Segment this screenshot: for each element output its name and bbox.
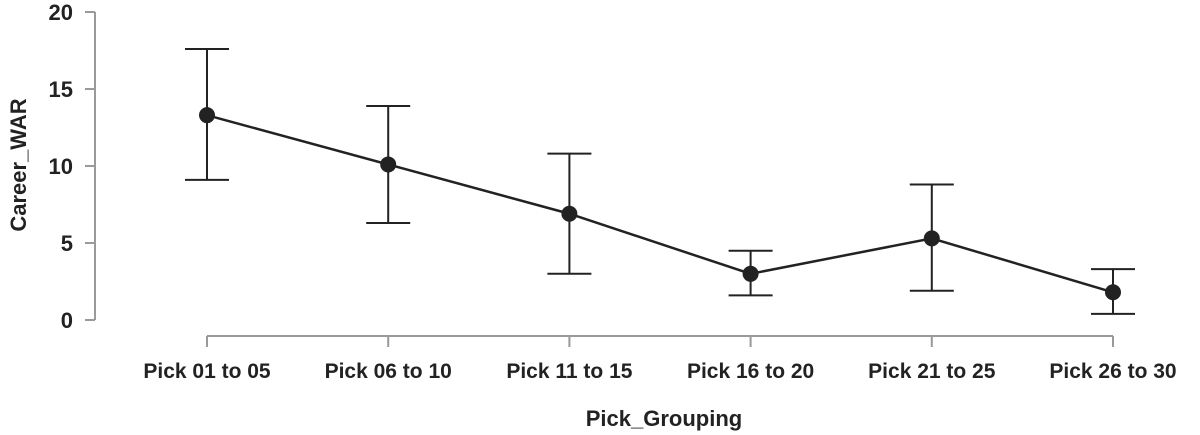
x-axis-title: Pick_Grouping xyxy=(586,406,742,431)
x-tick-label: Pick 01 to 05 xyxy=(143,360,271,383)
y-tick-label: 5 xyxy=(61,231,73,256)
data-point xyxy=(923,230,940,247)
data-point xyxy=(1105,284,1121,301)
x-tick-label: Pick 26 to 30 xyxy=(1049,360,1176,383)
y-axis-title: Career_WAR xyxy=(6,98,31,231)
series-line xyxy=(206,113,1114,294)
x-axis: Pick 01 to 05 Pick 06 to 10 Pick 11 to 15 P… xyxy=(143,335,1177,383)
x-tick-label: Pick 21 to 25 xyxy=(868,360,996,383)
y-tick-label: 0 xyxy=(61,308,73,333)
x-tick-label: Pick 06 to 10 xyxy=(325,360,452,383)
y-tick-label: 10 xyxy=(49,154,73,179)
data-point xyxy=(561,205,578,222)
y-tick-label: 20 xyxy=(49,0,73,25)
x-tick-label: Pick 11 to 15 xyxy=(506,360,632,383)
data-point xyxy=(199,107,215,124)
y-tick-label: 15 xyxy=(49,77,73,102)
x-tick-label: Pick 16 to 20 xyxy=(687,360,814,383)
y-axis: 0 5 10 15 20 xyxy=(49,0,96,333)
data-point xyxy=(380,156,397,173)
plot-area xyxy=(185,47,1135,315)
data-point xyxy=(742,265,759,282)
